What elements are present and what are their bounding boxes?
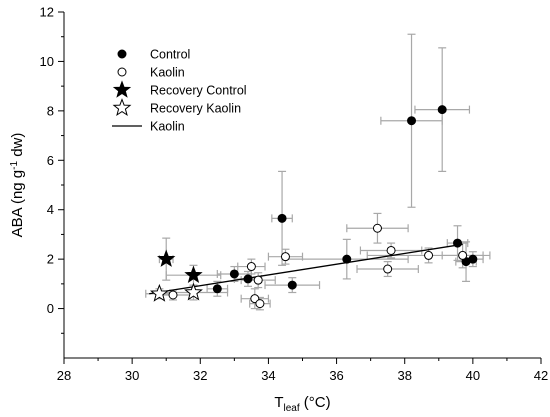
data-point-s2-p0 (157, 249, 176, 267)
data-markers (149, 105, 478, 309)
fit-line-layer (149, 243, 463, 295)
data-point-s0-p3 (277, 213, 287, 223)
x-axis-title: Tleaf (°C) (274, 394, 330, 414)
data-point-s3-p0 (149, 283, 169, 302)
tick-marks-and-labels: 28 30 32 34 36 38 40 42 0 2 4 6 8 10 12 (40, 5, 549, 384)
data-point-s0-p1 (229, 269, 239, 279)
data-point-s1-p1 (246, 262, 256, 272)
data-point-s0-p2 (243, 274, 253, 284)
axis-titles: Tleaf (°C) ABA (ng g-1 dw) (9, 133, 331, 414)
data-point-s1-p8 (386, 245, 396, 255)
legend-label-fit: Kaolin (150, 120, 185, 134)
data-point-s1-p9 (424, 250, 434, 260)
legend-label-1: Kaolin (150, 66, 185, 80)
y-axis-title: ABA (ng g-1 dw) (9, 133, 26, 238)
data-point-s1-p7 (383, 264, 393, 274)
x-tick-label-28: 28 (57, 368, 71, 383)
data-point-s1-p6 (372, 223, 382, 233)
legend-marker-0 (117, 49, 127, 59)
data-point-s0-p0 (212, 284, 222, 294)
y-tick-label-12: 12 (40, 5, 54, 20)
data-point-s1-p3 (253, 275, 263, 285)
legend-label-2: Recovery Control (150, 84, 247, 98)
x-tick-label-38: 38 (397, 368, 411, 383)
y-tick-label-10: 10 (40, 54, 54, 69)
legend-marker-2 (112, 80, 132, 98)
x-tick-label-34: 34 (261, 368, 275, 383)
legend-label-3: Recovery Kaolin (150, 102, 241, 116)
legend-marker-1 (117, 67, 127, 77)
y-tick-label-8: 8 (47, 103, 54, 118)
x-tick-label-30: 30 (125, 368, 139, 383)
y-tick-label-6: 6 (47, 153, 54, 168)
data-point-s3-p1 (184, 282, 203, 301)
data-point-s0-p8 (453, 238, 463, 248)
data-point-s1-p5 (280, 252, 290, 262)
data-point-s2-p1 (184, 265, 203, 283)
data-point-s0-p4 (287, 280, 297, 290)
legend-label-0: Control (150, 48, 190, 62)
data-point-s1-p4 (255, 299, 265, 309)
x-tick-label-42: 42 (534, 368, 548, 383)
error-bars (145, 33, 491, 311)
data-point-s0-p10 (468, 254, 478, 264)
y-tick-label-2: 2 (47, 252, 54, 267)
data-point-s1-p0 (168, 290, 178, 300)
data-point-s1-p10 (458, 250, 468, 260)
fit-line-kaolin (149, 243, 463, 295)
x-tick-label-36: 36 (329, 368, 343, 383)
axes (63, 12, 541, 359)
data-point-s0-p6 (407, 116, 417, 126)
data-point-s0-p5 (342, 254, 352, 264)
legend-marker-3 (112, 98, 132, 117)
data-point-s0-p7 (437, 105, 447, 115)
x-tick-label-32: 32 (193, 368, 207, 383)
y-tick-label-0: 0 (47, 301, 54, 316)
y-tick-label-4: 4 (47, 202, 54, 217)
legend: Control Kaolin Recovery Control Recovery Ka… (112, 48, 247, 134)
x-tick-label-40: 40 (466, 368, 480, 383)
